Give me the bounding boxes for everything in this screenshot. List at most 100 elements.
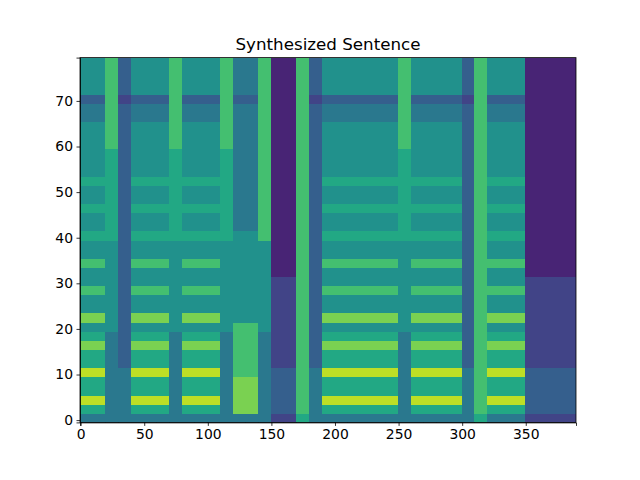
heatmap-cell [551,185,564,195]
heatmap-cell [194,340,207,350]
heatmap-cell [373,340,386,350]
heatmap-cell [258,149,271,159]
heatmap-cell [80,204,93,214]
heatmap-cell [194,103,207,113]
heatmap-cell [347,331,360,341]
heatmap-cell [512,240,525,250]
heatmap-cell [207,386,220,396]
heatmap-cell [271,167,284,177]
heatmap-cell [233,359,246,369]
heatmap-cell [525,349,538,359]
heatmap-cell [551,267,564,277]
heatmap-cell [360,58,373,68]
heatmap-cell [462,331,475,341]
heatmap-cell [245,240,258,250]
heatmap-cell [144,240,157,250]
heatmap-cell [500,413,513,422]
heatmap-cell [474,322,487,332]
heatmap-cell [551,204,564,214]
heatmap-cell [169,167,182,177]
heatmap-cell [194,258,207,268]
heatmap-cell [500,204,513,214]
heatmap-cell [398,340,411,350]
heatmap-cell [551,276,564,286]
heatmap-cell [322,85,335,95]
heatmap-cell [474,386,487,396]
heatmap-cell [271,267,284,277]
heatmap-cell [93,103,106,113]
heatmap-cell [563,103,576,113]
heatmap-cell [474,121,487,131]
heatmap-cell [233,295,246,305]
heatmap-cell [93,94,106,104]
heatmap-cell [296,176,309,186]
heatmap-cell [309,395,322,405]
tick: 40 [55,230,80,246]
heatmap-cell [220,222,233,232]
heatmap-cell [258,204,271,214]
heatmap-cell [398,176,411,186]
heatmap-cell [411,67,424,77]
heatmap-cell [131,112,144,122]
heatmap-cell [474,240,487,250]
heatmap-cell [93,340,106,350]
heatmap-cell [144,304,157,314]
heatmap-cell [487,94,500,104]
heatmap-cell [551,313,564,323]
heatmap-cell [487,131,500,141]
heatmap-cell [398,395,411,405]
heatmap-cell [93,368,106,378]
heatmap-cell [411,276,424,286]
heatmap-cell [411,377,424,387]
heatmap-cell [233,267,246,277]
heatmap-cell [525,112,538,122]
heatmap-cell [309,222,322,232]
heatmap-cell [487,368,500,378]
heatmap-cell [487,295,500,305]
heatmap-cell [93,331,106,341]
heatmap-cell [271,67,284,77]
heatmap-cell [271,213,284,223]
heatmap-cell [322,404,335,414]
heatmap-cell [411,331,424,341]
heatmap-cell [449,349,462,359]
heatmap-cell [220,194,233,204]
heatmap-cell [347,131,360,141]
heatmap-cell [80,331,93,341]
heatmap-cell [169,413,182,422]
tick: 0 [64,412,80,428]
heatmap-cell [169,295,182,305]
heatmap-cell [449,94,462,104]
heatmap-cell [512,204,525,214]
heatmap-cell [385,222,398,232]
heatmap-cell [80,94,93,104]
heatmap-cell [411,121,424,131]
heatmap-cell [462,286,475,296]
heatmap-cell [500,121,513,131]
heatmap-cell [131,267,144,277]
heatmap-cell [373,331,386,341]
heatmap-cell [283,67,296,77]
heatmap-cell [462,149,475,159]
heatmap-cell [360,340,373,350]
heatmap-cell [233,258,246,268]
heatmap-cell [449,359,462,369]
heatmap-cell [144,67,157,77]
heatmap-cell [551,176,564,186]
heatmap-cell [563,368,576,378]
heatmap-cell [283,322,296,332]
heatmap-cell [207,249,220,259]
heatmap-cell [118,286,131,296]
heatmap-cell [182,140,195,150]
heatmap-cell [182,167,195,177]
heatmap-cell [309,149,322,159]
heatmap-cell [538,240,551,250]
heatmap-cell [296,267,309,277]
heatmap-cell [334,213,347,223]
heatmap-cell [207,349,220,359]
heatmap-cell [411,413,424,422]
heatmap-cell [283,395,296,405]
heatmap-cell [258,94,271,104]
heatmap-cell [80,359,93,369]
heatmap-cell [105,295,118,305]
